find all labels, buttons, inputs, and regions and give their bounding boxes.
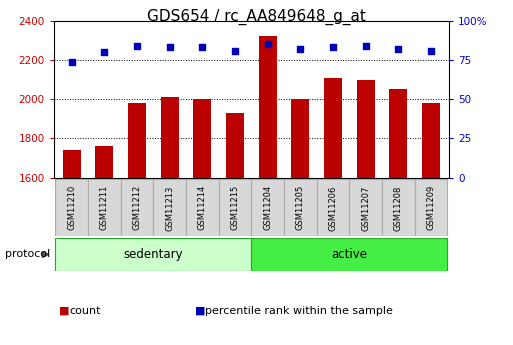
Point <box>394 46 402 52</box>
Bar <box>422 103 440 178</box>
Bar <box>251 179 284 236</box>
Bar <box>259 37 277 178</box>
Bar <box>128 103 146 178</box>
Bar <box>226 113 244 178</box>
Bar <box>161 97 179 178</box>
Text: count: count <box>69 306 101 315</box>
Text: active: active <box>331 248 367 261</box>
Text: ■: ■ <box>59 306 69 315</box>
Bar <box>121 179 153 236</box>
Point <box>68 59 76 64</box>
Text: GSM11207: GSM11207 <box>361 185 370 230</box>
Bar <box>382 179 415 236</box>
Bar <box>88 179 121 236</box>
Point <box>264 41 272 47</box>
Text: GSM11208: GSM11208 <box>394 185 403 230</box>
Point <box>329 45 337 50</box>
Bar <box>251 238 447 271</box>
Text: GSM11209: GSM11209 <box>426 185 436 230</box>
Point <box>231 48 239 53</box>
Bar <box>349 179 382 236</box>
Point <box>362 43 370 49</box>
Bar <box>55 238 251 271</box>
Bar <box>153 179 186 236</box>
Text: GSM11204: GSM11204 <box>263 185 272 230</box>
Text: percentile rank within the sample: percentile rank within the sample <box>205 306 393 315</box>
Text: GSM11214: GSM11214 <box>198 185 207 230</box>
Bar <box>193 99 211 178</box>
Bar <box>291 99 309 178</box>
Point <box>133 43 141 49</box>
Text: protocol: protocol <box>5 249 50 259</box>
Text: GSM11213: GSM11213 <box>165 185 174 230</box>
Bar <box>317 179 349 236</box>
Text: GSM11205: GSM11205 <box>296 185 305 230</box>
Text: GSM11211: GSM11211 <box>100 185 109 230</box>
Bar <box>357 80 374 178</box>
Bar <box>219 179 251 236</box>
Text: GSM11212: GSM11212 <box>133 185 142 230</box>
Bar <box>324 78 342 178</box>
Text: ■: ■ <box>195 306 205 315</box>
Point <box>199 45 207 50</box>
Bar <box>63 150 81 178</box>
Bar <box>95 146 113 178</box>
Point <box>166 45 174 50</box>
Point <box>296 46 304 52</box>
Bar <box>415 179 447 236</box>
Bar <box>55 179 88 236</box>
Point <box>101 49 109 55</box>
Text: sedentary: sedentary <box>124 248 183 261</box>
Text: GDS654 / rc_AA849648_g_at: GDS654 / rc_AA849648_g_at <box>147 9 366 25</box>
Bar <box>284 179 317 236</box>
Point <box>427 48 435 53</box>
Text: GSM11210: GSM11210 <box>67 185 76 230</box>
Text: GSM11215: GSM11215 <box>230 185 240 230</box>
Bar <box>186 179 219 236</box>
Bar <box>389 89 407 178</box>
Text: GSM11206: GSM11206 <box>328 185 338 230</box>
